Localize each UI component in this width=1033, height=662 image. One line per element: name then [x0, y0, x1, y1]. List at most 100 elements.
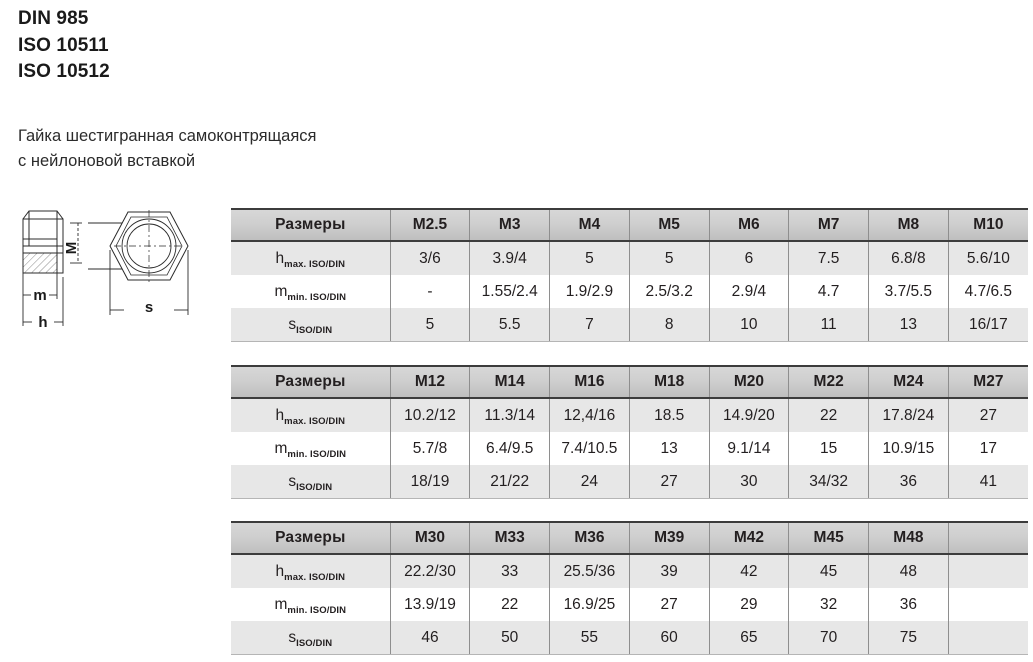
table-cell: 5	[549, 241, 630, 275]
dimension-label-M: M	[63, 242, 80, 255]
column-header-size: M48	[868, 521, 949, 555]
table-row: hmax. ISO/DIN 22.2/30 33 25.5/36 39 42 4…	[231, 554, 1028, 588]
table-cell: 7	[549, 308, 630, 342]
nut-front-view	[109, 210, 189, 282]
table-cell: 50	[469, 621, 551, 655]
column-header-size: M3	[469, 208, 551, 242]
table-cell: 18/19	[389, 465, 471, 499]
table-cell: -	[389, 275, 471, 308]
table-cell: 45	[788, 554, 869, 588]
table-cell: 3.9/4	[469, 241, 551, 275]
table-cell: 36	[868, 588, 949, 621]
column-header-empty	[947, 521, 1028, 555]
standards-heading: DIN 985 ISO 10511 ISO 10512	[18, 6, 418, 86]
row-label-m: mmin. ISO/DIN	[231, 432, 391, 465]
dimension-label-h: h	[38, 314, 47, 331]
table-cell: 9.1/14	[708, 432, 790, 465]
table-cell: 13	[628, 432, 710, 465]
column-header-size: M7	[788, 208, 869, 242]
column-header-size: M6	[708, 208, 790, 242]
column-header-label: Размеры	[231, 208, 391, 242]
table-cell: 16.9/25	[549, 588, 630, 621]
table-cell: 7.5	[788, 241, 869, 275]
dimension-label-m: m	[33, 287, 46, 304]
table-cell: 6.8/8	[868, 241, 949, 275]
spec-table-1: Размеры M2.5 M3 M4 M5 M6 M7 M8 M10 hmax.…	[231, 208, 1028, 342]
table-cell-empty	[947, 554, 1028, 588]
column-header-size: M10	[947, 208, 1028, 242]
table-cell: 24	[549, 465, 630, 499]
table-row: hmax. ISO/DIN 10.2/12 11.3/14 12,4/16 18…	[231, 398, 1028, 432]
table-cell: 8	[628, 308, 710, 342]
table-cell: 11.3/14	[469, 398, 551, 432]
table-cell-empty	[947, 588, 1028, 621]
table-row: sISO/DIN 18/19 21/22 24 27 30 34/32 36 4…	[231, 465, 1028, 499]
table-cell: 4.7/6.5	[947, 275, 1028, 308]
nut-drawing-svg: M m h	[22, 210, 189, 331]
table-cell: 27	[628, 588, 710, 621]
table-cell: 12,4/16	[549, 398, 630, 432]
table-cell: 39	[628, 554, 710, 588]
column-header-size: M4	[549, 208, 630, 242]
table-cell: 10.9/15	[868, 432, 949, 465]
table-header-row: Размеры M12 M14 M16 M18 M20 M22 M24 M27	[231, 365, 1028, 399]
table-cell: 5.5	[469, 308, 551, 342]
table-cell: 7.4/10.5	[549, 432, 630, 465]
product-description: Гайка шестигранная самоконтрящаяся с ней…	[18, 124, 458, 174]
row-label-s: sISO/DIN	[231, 621, 391, 655]
table-cell: 3/6	[389, 241, 471, 275]
table-cell: 34/32	[788, 465, 869, 499]
column-header-size: M27	[947, 365, 1028, 399]
table-cell: 14.9/20	[708, 398, 790, 432]
nut-side-view	[22, 210, 64, 274]
table-cell: 2.5/3.2	[628, 275, 710, 308]
table-cell: 25.5/36	[549, 554, 630, 588]
table-cell: 65	[708, 621, 790, 655]
description-line-2: с нейлоновой вставкой	[18, 152, 196, 170]
standard-iso-10512: ISO 10512	[18, 61, 110, 82]
dimension-label-s: s	[145, 299, 153, 316]
spec-table-3: Размеры M30 M33 M36 M39 M42 M45 M48 hmax…	[231, 521, 1028, 655]
dimension-h	[22, 277, 64, 326]
table-cell: 13.9/19	[389, 588, 471, 621]
table-cell: 1.9/2.9	[549, 275, 630, 308]
table-row: mmin. ISO/DIN - 1.55/2.4 1.9/2.9 2.5/3.2…	[231, 275, 1028, 308]
table-cell: 18.5	[628, 398, 710, 432]
dimension-M	[70, 222, 82, 264]
column-header-size: M12	[389, 365, 471, 399]
standard-iso-10511: ISO 10511	[18, 34, 109, 56]
standard-din: DIN 985	[18, 8, 89, 29]
table-cell: 5	[389, 308, 471, 342]
table-cell: 22	[788, 398, 869, 432]
table-row: hmax. ISO/DIN 3/6 3.9/4 5 5 6 7.5 6.8/8 …	[231, 241, 1028, 275]
table-cell: 2.9/4	[708, 275, 790, 308]
column-header-size: M24	[868, 365, 949, 399]
description-line-1: Гайка шестигранная самоконтрящаяся	[18, 127, 317, 145]
table-cell: 48	[868, 554, 949, 588]
table-cell: 33	[469, 554, 551, 588]
column-header-size: M22	[788, 365, 869, 399]
table-cell: 22.2/30	[389, 554, 471, 588]
column-header-size: M36	[549, 521, 630, 555]
table-cell: 60	[628, 621, 710, 655]
table-cell: 5.7/8	[389, 432, 471, 465]
column-header-size: M30	[389, 521, 471, 555]
column-header-size: M33	[469, 521, 551, 555]
table-cell: 21/22	[469, 465, 551, 499]
row-label-h: hmax. ISO/DIN	[231, 241, 391, 275]
row-label-s: sISO/DIN	[231, 465, 391, 499]
table-cell: 75	[868, 621, 949, 655]
table-row: mmin. ISO/DIN 13.9/19 22 16.9/25 27 29 3…	[231, 588, 1028, 621]
table-cell: 17.8/24	[868, 398, 949, 432]
table-cell: 3.7/5.5	[868, 275, 949, 308]
dimension-M-hex-ticks	[88, 222, 122, 270]
column-header-label: Размеры	[231, 365, 391, 399]
table-cell: 46	[389, 621, 471, 655]
column-header-label: Размеры	[231, 521, 391, 555]
table-cell: 36	[868, 465, 949, 499]
technical-drawing: M m h	[0, 198, 225, 338]
table-cell-empty	[947, 621, 1028, 655]
row-label-s: sISO/DIN	[231, 308, 391, 342]
table-cell: 70	[788, 621, 869, 655]
table-cell: 30	[708, 465, 790, 499]
